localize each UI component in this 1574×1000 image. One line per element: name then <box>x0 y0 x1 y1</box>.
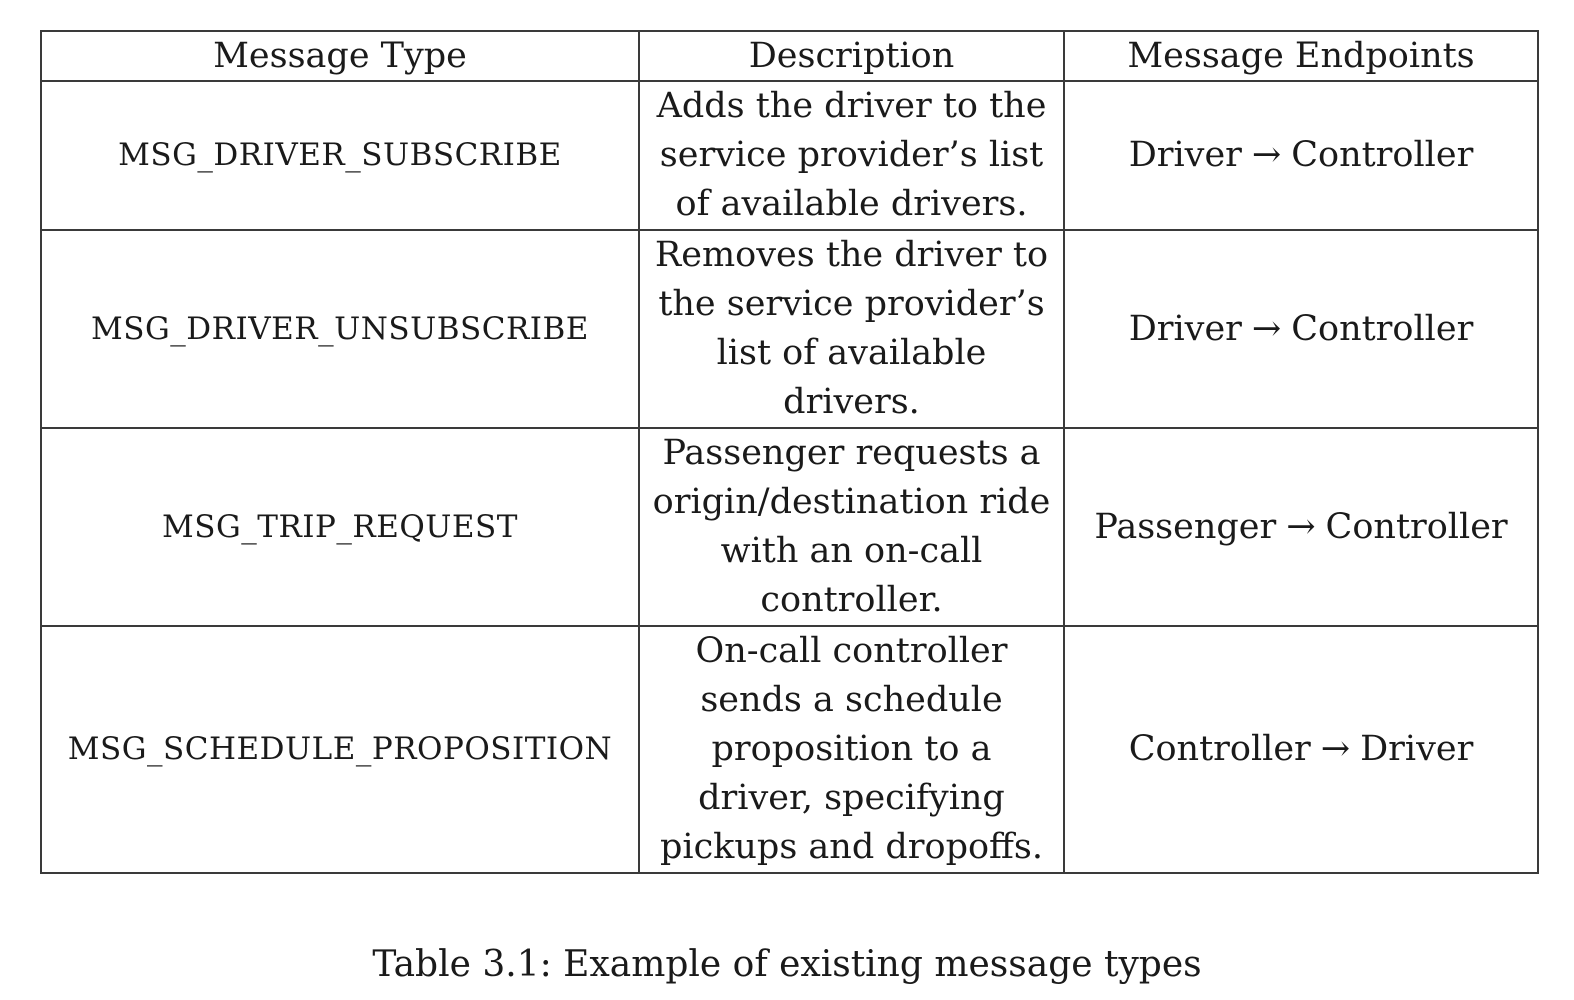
message-types-table: Message Type Description Message Endpoin… <box>40 30 1539 874</box>
message-type-cell: MSG_TRIP_REQUEST <box>40 427 640 627</box>
table-caption: Table 3.1: Example of existing message t… <box>372 944 1202 985</box>
endpoint-from: Controller <box>1128 729 1311 769</box>
endpoint-to: Controller <box>1291 135 1474 175</box>
endpoint-from: Driver <box>1128 308 1242 349</box>
arrow-right-icon: → <box>1251 308 1282 349</box>
endpoint-from: Passenger <box>1094 506 1277 547</box>
header-message-type: Message Type <box>40 30 640 82</box>
table-row: MSG_TRIP_REQUEST Passenger requests a or… <box>40 427 1539 627</box>
arrow-right-icon: → <box>1251 135 1282 175</box>
table-row: MSG_DRIVER_UNSUBSCRIBE Removes the drive… <box>40 229 1539 429</box>
header-description: Description <box>638 30 1065 82</box>
endpoints-cell: Passenger → Controller <box>1063 427 1539 627</box>
endpoint-to: Driver <box>1360 729 1474 769</box>
table-header-row: Message Type Description Message Endpoin… <box>40 30 1539 82</box>
description-cell: Removes the driver to the service provid… <box>638 229 1065 429</box>
message-type-cell: MSG_DRIVER_SUBSCRIBE <box>40 80 640 231</box>
header-message-endpoints: Message Endpoints <box>1063 30 1539 82</box>
arrow-right-icon: → <box>1320 729 1351 769</box>
endpoint-to: Controller <box>1291 308 1474 349</box>
message-type-cell: MSG_DRIVER_UNSUBSCRIBE <box>40 229 640 429</box>
endpoints-cell: Driver → Controller <box>1063 229 1539 429</box>
table-row: MSG_SCHEDULE_PROPOSITION On-call control… <box>40 625 1539 874</box>
endpoint-to: Controller <box>1325 506 1508 547</box>
description-cell: Passenger requests a origin/destination … <box>638 427 1065 627</box>
description-cell: On-call controller sends a schedule prop… <box>638 625 1065 874</box>
table-row: MSG_DRIVER_SUBSCRIBE Adds the driver to … <box>40 80 1539 231</box>
endpoints-cell: Controller → Driver <box>1063 625 1539 874</box>
endpoint-from: Driver <box>1128 135 1242 175</box>
endpoints-cell: Driver → Controller <box>1063 80 1539 231</box>
message-type-cell: MSG_SCHEDULE_PROPOSITION <box>40 625 640 874</box>
arrow-right-icon: → <box>1286 506 1316 547</box>
description-cell: Adds the driver to the service provider’… <box>638 80 1065 231</box>
